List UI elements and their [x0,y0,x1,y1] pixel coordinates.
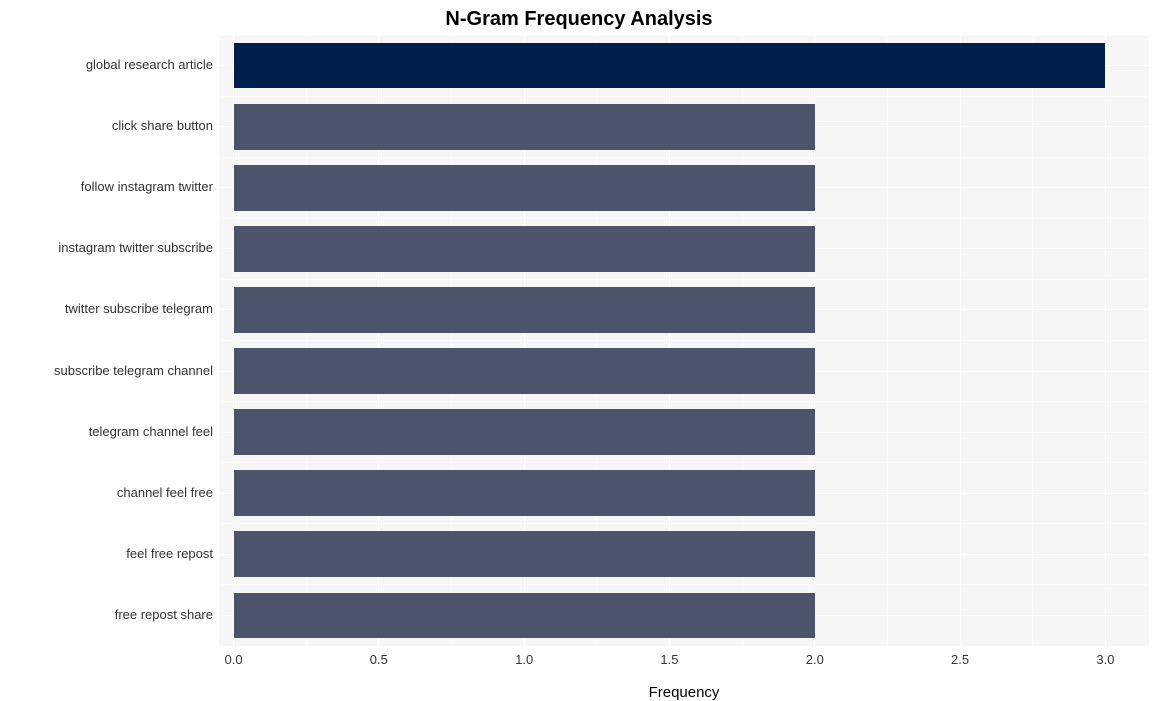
y-tick-label: channel feel free [117,485,213,500]
grid-h-minor [219,584,1149,585]
grid-h-minor [219,96,1149,97]
y-tick-label: follow instagram twitter [81,179,213,194]
bar [234,470,815,516]
ngram-frequency-chart: N-Gram Frequency Analysis Frequency glob… [0,0,1158,701]
y-tick-label: feel free repost [126,546,213,561]
bar [234,287,815,333]
bar [234,43,1106,89]
bar [234,104,815,150]
grid-h-minor [219,462,1149,463]
grid-h-minor [219,35,1149,36]
bar [234,348,815,394]
y-tick-label: twitter subscribe telegram [65,301,213,316]
grid-h-minor [219,646,1149,647]
y-tick-label: global research article [86,57,213,72]
x-tick-label: 1.5 [660,652,678,667]
grid-h-minor [219,523,1149,524]
x-tick-label: 3.0 [1096,652,1114,667]
x-tick-label: 1.0 [515,652,533,667]
y-tick-label: click share button [112,118,213,133]
chart-title: N-Gram Frequency Analysis [0,8,1158,31]
y-tick-label: telegram channel feel [89,424,213,439]
plot-area [219,35,1149,646]
bar [234,531,815,577]
grid-h-minor [219,157,1149,158]
grid-h-minor [219,279,1149,280]
grid-h-minor [219,401,1149,402]
x-tick-label: 0.5 [370,652,388,667]
bar [234,165,815,211]
grid-h-minor [219,218,1149,219]
bar [234,409,815,455]
bar [234,593,815,639]
grid-h-minor [219,340,1149,341]
bar [234,226,815,272]
x-tick-label: 2.5 [951,652,969,667]
y-tick-label: subscribe telegram channel [54,363,213,378]
y-tick-label: free repost share [115,607,213,622]
x-tick-label: 0.0 [224,652,242,667]
y-tick-label: instagram twitter subscribe [58,240,213,255]
x-axis-title: Frequency [219,684,1149,701]
x-tick-label: 2.0 [806,652,824,667]
